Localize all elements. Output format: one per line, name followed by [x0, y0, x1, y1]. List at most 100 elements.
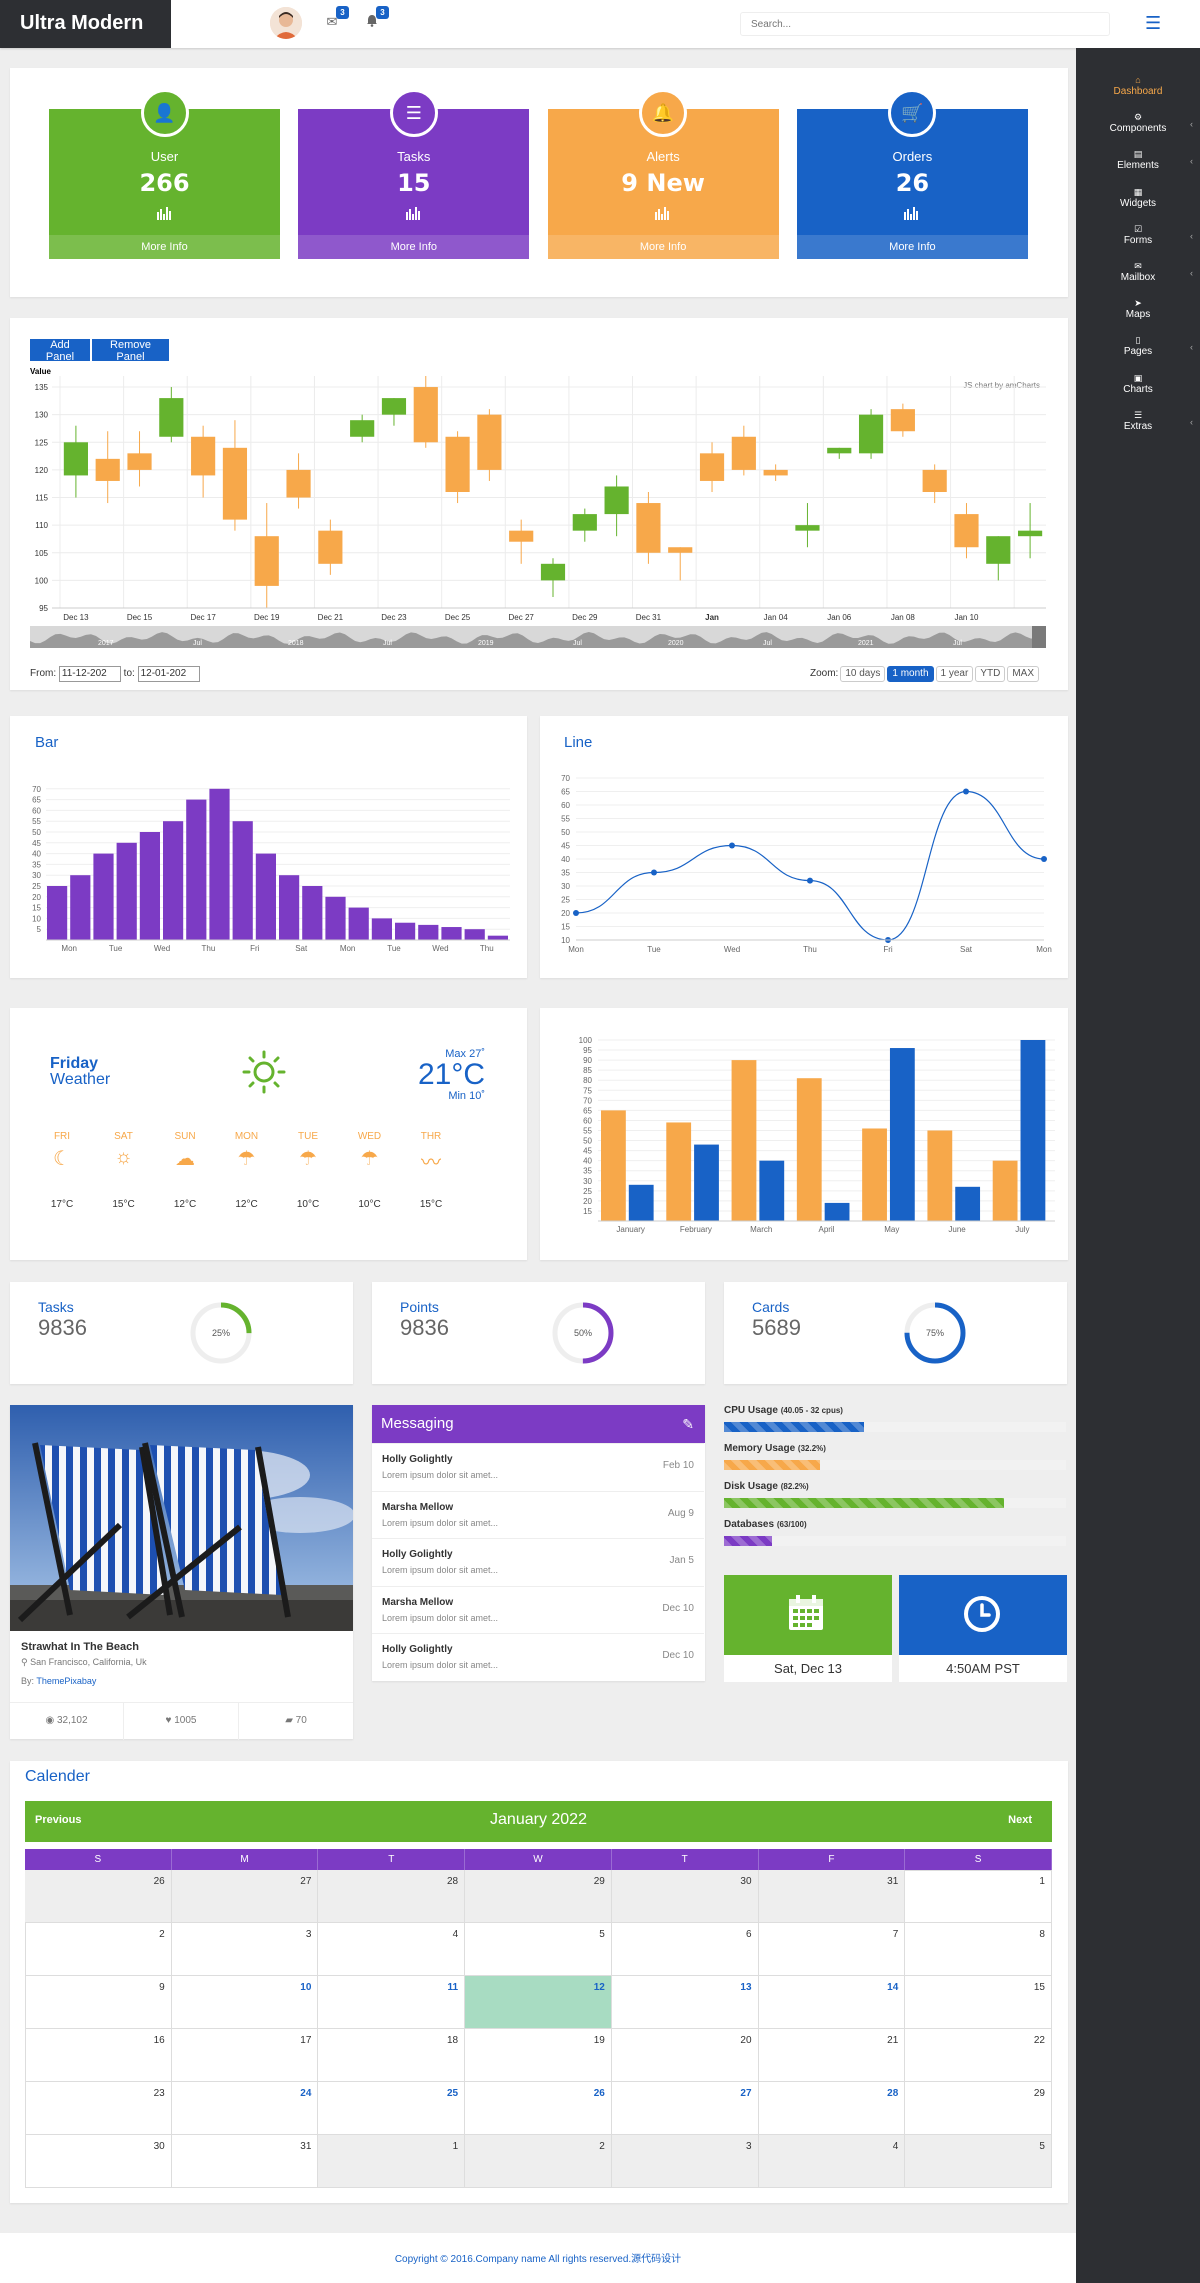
brand-logo[interactable]: Ultra Modern — [0, 0, 171, 48]
menu-toggle-icon[interactable]: ☰ — [1145, 13, 1162, 33]
x-tick-label: Dec 29 — [572, 613, 598, 622]
calendar-day[interactable]: 4 — [758, 2135, 906, 2188]
message-item[interactable]: Holly Golightly Lorem ipsum dolor sit ame… — [372, 1538, 704, 1586]
likes-stat[interactable]: ♥ 1005 — [124, 1703, 239, 1740]
more-info-link[interactable]: More Info — [298, 235, 530, 259]
message-item[interactable]: Marsha Mellow Lorem ipsum dolor sit amet.… — [372, 1585, 704, 1634]
calendar-next-button[interactable]: Next — [1008, 1814, 1032, 1826]
zoom-option-button[interactable]: MAX — [1007, 666, 1039, 682]
message-item[interactable]: Marsha Mellow Lorem ipsum dolor sit amet.… — [372, 1490, 704, 1539]
user-avatar[interactable] — [270, 7, 302, 39]
search-input[interactable] — [740, 12, 1110, 36]
scrollbar-handle[interactable] — [1032, 626, 1046, 648]
sidebar-item-forms[interactable]: ☑ Forms ‹ — [1076, 221, 1200, 258]
stat-label: Alerts — [646, 149, 680, 164]
author-link[interactable]: ThemePixabay — [36, 1676, 97, 1686]
remove-panel-button[interactable]: Remove Panel — [92, 339, 169, 363]
calendar-day[interactable]: 5 — [465, 1923, 612, 1976]
calendar-day[interactable]: 20 — [611, 2029, 759, 2082]
calendar-day[interactable]: 7 — [758, 1923, 906, 1976]
bar — [93, 853, 114, 940]
y-tick-label: 35 — [583, 1167, 592, 1176]
forecast-day: SAT — [114, 1131, 133, 1142]
calendar-day[interactable]: 11 — [318, 1976, 466, 2029]
calendar-day[interactable]: 31 — [758, 1870, 906, 1923]
more-info-link[interactable]: More Info — [796, 235, 1028, 259]
calendar-day[interactable]: 25 — [318, 2082, 466, 2135]
calendar-day[interactable]: 10 — [171, 1976, 319, 2029]
series-line — [575, 790, 1045, 941]
calendar-day[interactable]: 28 — [758, 2082, 906, 2135]
bell-icon[interactable] — [362, 14, 382, 32]
more-info-link[interactable]: More Info — [547, 235, 779, 259]
calendar-day[interactable]: 21 — [758, 2029, 906, 2082]
calendar-day[interactable]: 22 — [905, 2029, 1052, 2082]
edit-icon[interactable]: ✎ — [682, 1416, 694, 1432]
calendar-day[interactable]: 19 — [465, 2029, 612, 2082]
calendar-day[interactable]: 8 — [905, 1923, 1052, 1976]
zoom-option-button[interactable]: 10 days — [840, 666, 886, 682]
calendar-day[interactable]: 29 — [465, 1870, 612, 1923]
comments-stat[interactable]: ▰ 70 — [239, 1703, 353, 1740]
usage-progress-bar — [724, 1536, 772, 1546]
calendar-day[interactable]: 5 — [905, 2135, 1052, 2188]
x-tick-label: May — [884, 1225, 899, 1234]
more-info-link[interactable]: More Info — [49, 235, 280, 259]
calendar-day[interactable]: 27 — [171, 1870, 319, 1923]
sidebar-item-components[interactable]: ⚙ Components ‹ — [1076, 109, 1200, 146]
calendar-day[interactable]: 27 — [611, 2082, 759, 2135]
calendar-day[interactable]: 15 — [905, 1976, 1052, 2029]
chevron-left-icon: ‹ — [1190, 230, 1193, 241]
calendar-day[interactable]: 2 — [465, 2135, 612, 2188]
calendar-day[interactable]: 30 — [25, 2135, 172, 2188]
calendar-day[interactable]: 17 — [171, 2029, 319, 2082]
calendar-day[interactable]: 29 — [905, 2082, 1052, 2135]
calendar-day[interactable]: 9 — [25, 1976, 172, 2029]
sidebar-item-elements[interactable]: ▤ Elements ‹ — [1076, 146, 1200, 183]
zoom-option-button[interactable]: 1 year — [935, 666, 974, 682]
donut-card-points: Points 9836 50% — [372, 1282, 705, 1384]
message-item[interactable]: Holly Golightly Lorem ipsum dolor sit ame… — [372, 1633, 704, 1681]
scrollbar-label: 2019 — [478, 640, 494, 647]
zoom-option-button[interactable]: 1 month — [887, 666, 934, 682]
calendar-day[interactable]: 26 — [25, 1870, 172, 1923]
calendar-day[interactable]: 16 — [25, 2029, 172, 2082]
calendar-day[interactable]: 31 — [171, 2135, 319, 2188]
bar — [601, 1110, 626, 1221]
stat-value: 9 New — [621, 169, 705, 197]
calendar-day[interactable]: 3 — [171, 1923, 319, 1976]
calendar-day[interactable]: 28 — [318, 1870, 466, 1923]
calendar-day[interactable]: 14 — [758, 1976, 906, 2029]
calendar-day[interactable]: 23 — [25, 2082, 172, 2135]
calendar-day[interactable]: 30 — [611, 1870, 759, 1923]
stock-chart[interactable]: Value JS chart by amCharts 95 100 105 110 115 1… — [10, 362, 1068, 650]
calendar-day[interactable]: 2 — [25, 1923, 172, 1976]
sidebar-item-widgets[interactable]: ▦ Widgets — [1076, 184, 1200, 221]
calendar-day[interactable]: 1 — [905, 1870, 1052, 1923]
calendar-day[interactable]: 12 — [465, 1976, 612, 2029]
envelope-icon[interactable]: ✉ — [326, 14, 338, 29]
cloud-icon: ☁ — [175, 1148, 195, 1170]
sidebar-item-pages[interactable]: ▯ Pages ‹ — [1076, 332, 1200, 369]
calendar-day[interactable]: 1 — [318, 2135, 466, 2188]
sidebar-item-dashboard[interactable]: ⌂ Dashboard — [1076, 72, 1200, 109]
calendar-day[interactable]: 4 — [318, 1923, 466, 1976]
calendar-month: January 2022 — [490, 1811, 587, 1828]
add-panel-button[interactable]: Add Panel — [30, 339, 90, 363]
calendar-day[interactable]: 13 — [611, 1976, 759, 2029]
from-date-input[interactable]: 11-12-202 — [58, 666, 121, 682]
message-item[interactable]: Holly Golightly Lorem ipsum dolor sit ame… — [372, 1443, 704, 1491]
to-date-input[interactable]: 12-01-202 — [137, 666, 200, 682]
calendar-day[interactable]: 26 — [465, 2082, 612, 2135]
sidebar-item-label: Mailbox — [1120, 272, 1156, 283]
sidebar-item-extras[interactable]: ☰ Extras ‹ — [1076, 407, 1200, 444]
calendar-day[interactable]: 6 — [611, 1923, 759, 1976]
calendar-day[interactable]: 3 — [611, 2135, 759, 2188]
calendar-prev-button[interactable]: Previous — [35, 1814, 82, 1826]
sidebar-item-maps[interactable]: ➤ Maps — [1076, 295, 1200, 332]
sidebar-item-charts[interactable]: ▣ Charts — [1076, 370, 1200, 407]
calendar-day[interactable]: 18 — [318, 2029, 466, 2082]
calendar-day[interactable]: 24 — [171, 2082, 319, 2135]
zoom-option-button[interactable]: YTD — [975, 666, 1006, 682]
sidebar-item-mailbox[interactable]: ✉ Mailbox ‹ — [1076, 258, 1200, 295]
